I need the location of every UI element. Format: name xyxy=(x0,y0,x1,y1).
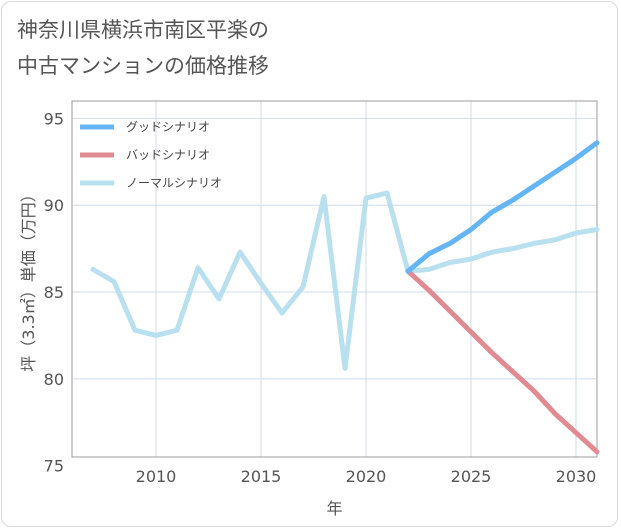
y-axis-title: 坪（3.3㎡）単価（万円） xyxy=(19,186,38,371)
x-tick-label: 2015 xyxy=(241,467,282,486)
legend-label: ノーマルシナリオ xyxy=(126,176,222,190)
x-tick-label: 2010 xyxy=(136,467,177,486)
series-line-2 xyxy=(90,190,600,371)
y-tick-label: 75 xyxy=(44,457,64,476)
x-tick-label: 2030 xyxy=(556,467,597,486)
series-layer xyxy=(90,140,600,455)
x-axis-title: 年 xyxy=(326,499,342,518)
series-line-0 xyxy=(405,140,600,274)
chart-title: 神奈川県横浜市南区平楽の 中古マンションの価格推移 xyxy=(17,12,269,84)
y-tick-label: 80 xyxy=(44,370,64,389)
grid-lines xyxy=(72,101,597,457)
y-tick-label: 85 xyxy=(44,283,64,302)
x-tick-label: 2025 xyxy=(451,467,492,486)
y-tick-label: 95 xyxy=(44,109,64,128)
chart-title-line-1: 神奈川県横浜市南区平楽の xyxy=(17,18,269,42)
y-tick-label: 90 xyxy=(44,196,64,215)
x-tick-label: 2020 xyxy=(346,467,387,486)
chart-title-line-2: 中古マンションの価格推移 xyxy=(17,54,269,78)
series-line-1 xyxy=(405,268,600,455)
legend-label: グッドシナリオ xyxy=(126,120,210,134)
legend-label: バッドシナリオ xyxy=(126,148,210,162)
tick-labels: 2010 2015 2020 2025 2030 75 80 85 90 95 xyxy=(44,109,597,486)
plot-frame xyxy=(71,100,598,458)
